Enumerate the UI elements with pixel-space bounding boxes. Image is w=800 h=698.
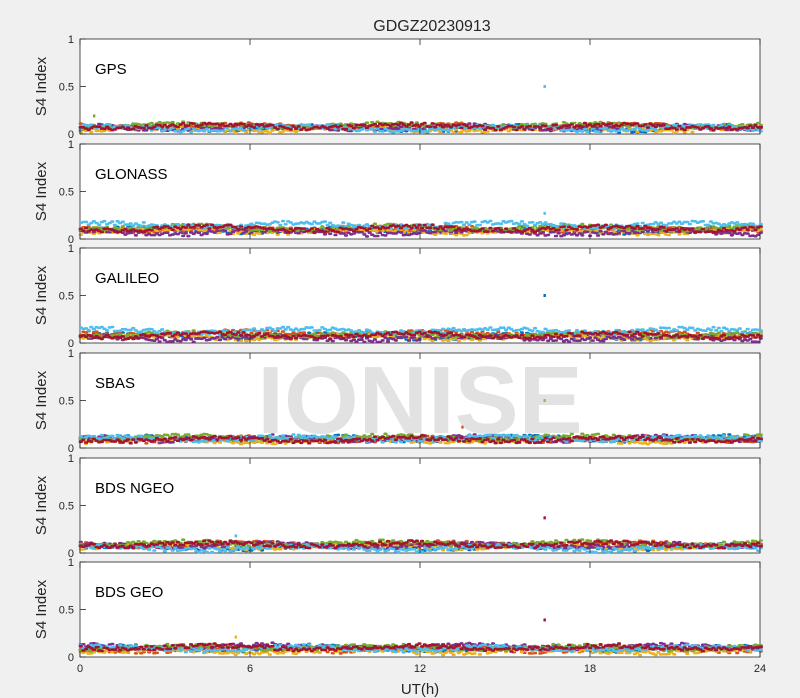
system-label: GALILEO — [95, 270, 159, 287]
data-series-7 — [78, 121, 763, 132]
watermark: IONISE — [257, 347, 582, 454]
y-tick-label: 0 — [68, 548, 74, 560]
y-tick-label: 1 — [68, 557, 74, 569]
y-tick-label: 1 — [68, 453, 74, 465]
y-tick-label: 0.5 — [59, 501, 74, 513]
y-tick-label: 0.5 — [59, 82, 74, 94]
outlier-point — [543, 85, 546, 88]
panel-gps: 0 0.5 1 S4 Index GPS — [33, 34, 763, 141]
y-tick-label: 0.5 — [59, 605, 74, 617]
system-label: GPS — [95, 61, 127, 78]
y-tick-label: 1 — [68, 243, 74, 255]
outlier-point — [543, 294, 546, 297]
data-series-6 — [78, 433, 763, 444]
outlier-point — [92, 114, 96, 118]
data-series-7 — [78, 642, 763, 653]
x-tick-label: 24 — [754, 663, 766, 675]
outlier-point — [461, 425, 464, 429]
y-axis-label: S4 Index — [33, 579, 50, 639]
y-axis-label: S4 Index — [33, 56, 50, 116]
y-tick-label: 1 — [68, 139, 74, 151]
outlier-point — [543, 516, 546, 520]
system-label: BDS GEO — [95, 584, 163, 601]
plot-area — [79, 38, 761, 135]
panels: 0 0.5 1 S4 Index GPS 0 0.5 1 S4 Index GLONASS 0 0.5… — [33, 34, 766, 675]
y-tick-label: 0 — [68, 234, 74, 246]
data-series-7 — [78, 539, 763, 550]
x-tick-label: 18 — [584, 663, 596, 675]
x-tick-label: 12 — [414, 663, 426, 675]
x-tick-label: 0 — [77, 663, 83, 675]
y-tick-label: 0 — [68, 652, 74, 664]
outlier-point — [543, 618, 546, 622]
panel-sbas: 0 0.5 1 S4 Index SBAS — [33, 348, 763, 455]
y-axis-label: S4 Index — [33, 475, 50, 535]
y-tick-label: 1 — [68, 348, 74, 360]
figure-title: GDGZ20230913 — [373, 18, 491, 35]
outlier-point — [234, 635, 238, 639]
data-series-7 — [78, 330, 763, 341]
data-series-7 — [78, 223, 763, 234]
y-tick-label: 0.5 — [59, 396, 74, 408]
system-label: BDS NGEO — [95, 480, 174, 497]
system-label: GLONASS — [95, 166, 168, 183]
panel-galileo: 0 0.5 1 S4 Index GALILEO — [33, 243, 763, 350]
y-axis-label: S4 Index — [33, 265, 50, 325]
outlier-point — [234, 534, 238, 538]
panel-bds-geo: 0 6 12 18 24 0 0.5 1 S4 Index BDS GEO — [33, 557, 766, 675]
y-tick-label: 0 — [68, 129, 74, 141]
x-axis-label: UT(h) — [401, 681, 439, 698]
panel-glonass: 0 0.5 1 S4 Index GLONASS — [33, 139, 763, 246]
outlier-point — [543, 399, 546, 402]
outlier-point — [543, 211, 546, 215]
y-tick-label: 1 — [68, 34, 74, 46]
y-axis-label: S4 Index — [33, 370, 50, 430]
y-tick-label: 0 — [68, 338, 74, 350]
panel-bds-ngeo: 0 0.5 1 S4 Index BDS NGEO — [33, 453, 763, 560]
y-axis-label: S4 Index — [33, 161, 50, 221]
y-tick-label: 0.5 — [59, 187, 74, 199]
plot-area — [79, 247, 761, 344]
y-tick-label: 0 — [68, 443, 74, 455]
system-label: SBAS — [95, 375, 135, 392]
x-tick-label: 6 — [247, 663, 253, 675]
y-tick-label: 0.5 — [59, 291, 74, 303]
plot-area — [79, 457, 761, 554]
plot-area — [79, 352, 761, 449]
data-series-7 — [78, 434, 763, 445]
